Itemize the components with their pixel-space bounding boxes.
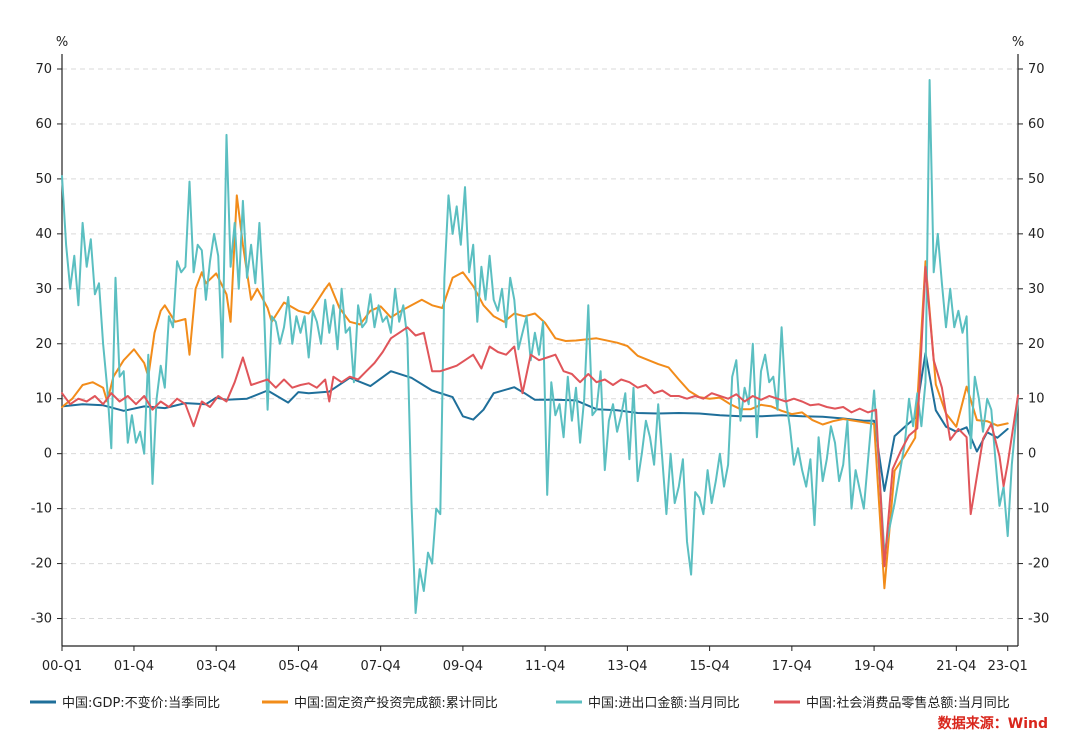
y-tick-label-right: -10 — [1028, 502, 1049, 517]
x-tick-label: 21-Q4 — [936, 659, 976, 674]
y-tick-label-left: 10 — [35, 392, 52, 407]
legend: 中国:GDP:不变价:当季同比 中国:固定资产投资完成额:累计同比 中国:进出口金额… — [30, 695, 1010, 711]
series-line-4 — [61, 265, 1019, 568]
x-tick-label: 07-Q4 — [361, 659, 401, 674]
y-tick-label-right: -30 — [1028, 612, 1049, 627]
series-line-2 — [61, 194, 1009, 590]
y-tick-label-right: 30 — [1028, 282, 1045, 297]
x-tick-label: 13-Q4 — [607, 659, 647, 674]
y-tick-label-left: -20 — [31, 557, 52, 572]
legend-label-1: 中国:GDP:不变价:当季同比 — [62, 695, 220, 711]
data-source-note: 数据来源：Wind — [938, 715, 1048, 732]
y-tick-label-right: 20 — [1028, 337, 1045, 352]
x-tick-label: 19-Q4 — [854, 659, 894, 674]
y-tick-label-right: 50 — [1028, 172, 1045, 187]
y-tick-label-left: 0 — [44, 447, 52, 462]
axes: -30 -30 -20 -20 -10 -10 0 0 10 10 20 20 30 30 40 40 50 50… — [31, 54, 1049, 674]
legend-label-3: 中国:进出口金额:当月同比 — [588, 695, 740, 711]
y-tick-label-right: -20 — [1028, 557, 1049, 572]
y-tick-label-right: 70 — [1028, 62, 1045, 77]
legend-label-4: 中国:社会消费品零售总额:当月同比 — [806, 695, 1010, 711]
left-axis-unit: % — [56, 35, 68, 50]
x-tick-label: 17-Q4 — [772, 659, 812, 674]
x-tick-label: 15-Q4 — [690, 659, 730, 674]
series-lines — [61, 79, 1019, 614]
right-axis-unit: % — [1012, 35, 1024, 50]
x-tick-label: 05-Q4 — [278, 659, 318, 674]
y-tick-label-left: 60 — [35, 117, 52, 132]
x-tick-label: 01-Q4 — [114, 659, 154, 674]
series-line-3 — [61, 79, 1019, 614]
x-tick-label: 23-Q1 — [988, 659, 1028, 674]
y-tick-label-left: 50 — [35, 172, 52, 187]
y-tick-label-right: 60 — [1028, 117, 1045, 132]
y-tick-label-left: 30 — [35, 282, 52, 297]
y-tick-label-left: 20 — [35, 337, 52, 352]
y-tick-label-left: -10 — [31, 502, 52, 517]
y-tick-label-right: 10 — [1028, 392, 1045, 407]
y-tick-label-right: 0 — [1028, 447, 1036, 462]
grid-lines — [62, 68, 1018, 620]
y-tick-label-left: 70 — [35, 62, 52, 77]
x-tick-label: 11-Q4 — [525, 659, 565, 674]
x-tick-label: 09-Q4 — [443, 659, 483, 674]
series-line-1 — [61, 352, 1009, 492]
y-tick-label-left: 40 — [35, 227, 52, 242]
y-tick-label-left: -30 — [31, 612, 52, 627]
legend-label-2: 中国:固定资产投资完成额:累计同比 — [294, 695, 498, 711]
x-tick-label: 03-Q4 — [196, 659, 236, 674]
y-tick-label-right: 40 — [1028, 227, 1045, 242]
x-tick-label: 00-Q1 — [42, 659, 82, 674]
